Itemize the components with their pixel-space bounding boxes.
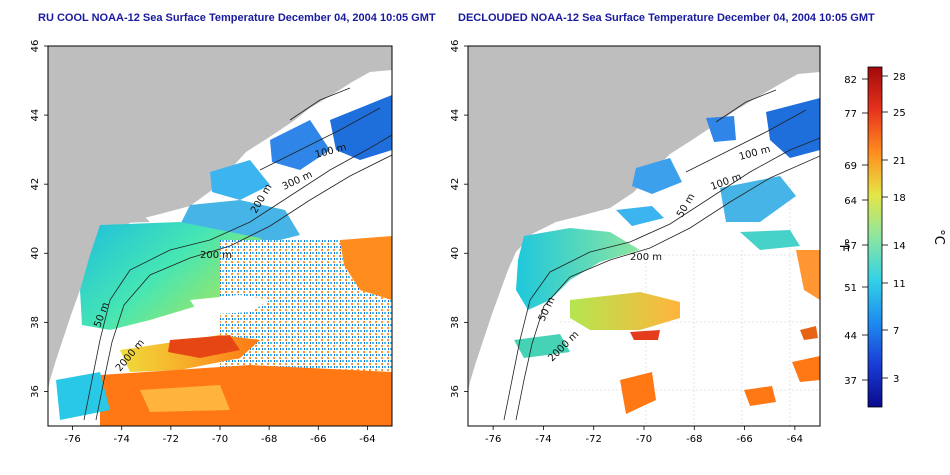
left-sst-map: 100 m 300 m 200 m 200 m 50 m 2000 m -76-… bbox=[30, 40, 393, 445]
x-tick-label: -64 bbox=[787, 434, 803, 445]
c-tick-label: 25 bbox=[893, 108, 906, 119]
y-tick-label: 42 bbox=[30, 178, 41, 191]
c-tick-label: 18 bbox=[893, 193, 906, 204]
land-mass bbox=[48, 46, 392, 390]
celsius-label: °C bbox=[931, 229, 946, 245]
f-tick-label: 44 bbox=[844, 331, 857, 342]
c-tick-label: 21 bbox=[893, 156, 906, 167]
x-tick-label: -72 bbox=[586, 434, 602, 445]
y-tick-label: 46 bbox=[450, 40, 461, 53]
y-tick-label: 40 bbox=[30, 247, 41, 260]
y-tick-label: 36 bbox=[450, 385, 461, 398]
f-tick-label: 82 bbox=[844, 75, 857, 86]
c-tick-label: 11 bbox=[893, 279, 906, 290]
x-tick-label: -70 bbox=[636, 434, 652, 445]
y-tick-label: 44 bbox=[30, 109, 41, 122]
f-tick-label: 77 bbox=[844, 109, 857, 120]
x-tick-label: -74 bbox=[114, 434, 130, 445]
x-tick-label: -68 bbox=[261, 434, 277, 445]
x-tick-label: -72 bbox=[163, 434, 179, 445]
x-tick-label: -70 bbox=[212, 434, 228, 445]
fahrenheit-label: °F bbox=[840, 238, 850, 252]
f-tick-label: 64 bbox=[844, 196, 857, 207]
y-tick-label: 38 bbox=[30, 316, 41, 329]
colorbar: 82 77 69 64 57 51 44 37 28 25 21 18 14 11 7 3 °F °C bbox=[840, 66, 946, 408]
x-tick-label: -66 bbox=[736, 434, 752, 445]
f-tick-label: 37 bbox=[844, 376, 857, 387]
x-tick-label: -74 bbox=[535, 434, 551, 445]
y-tick-label: 42 bbox=[450, 178, 461, 191]
x-tick-label: -76 bbox=[64, 434, 80, 445]
colorbar-gradient bbox=[867, 66, 883, 408]
contour-label: 200 m bbox=[630, 252, 662, 263]
f-tick-label: 51 bbox=[844, 283, 857, 294]
y-tick-label: 40 bbox=[450, 247, 461, 260]
right-sst-map: 100 m 100 m 50 m 200 m 50 m 2000 m -76 -7… bbox=[450, 40, 821, 445]
f-tick-label: 69 bbox=[844, 161, 857, 172]
x-tick-label: -68 bbox=[686, 434, 702, 445]
left-map-title: RU COOL NOAA-12 Sea Surface Temperature … bbox=[38, 12, 436, 24]
f-tick-label: 57 bbox=[844, 241, 857, 252]
x-tick-label: -64 bbox=[359, 434, 375, 445]
y-tick-label: 46 bbox=[30, 40, 41, 53]
right-map-title: DECLOUDED NOAA-12 Sea Surface Temperatur… bbox=[458, 12, 875, 24]
c-tick-label: 28 bbox=[893, 72, 906, 83]
x-axis-ticks: -76 -74 -72 -70 -68 -66 -64 36 38 40 42 44 46 bbox=[30, 40, 376, 445]
x-tick-label: -76 bbox=[485, 434, 501, 445]
y-tick-label: 44 bbox=[450, 109, 461, 122]
contour-label: 200 m bbox=[200, 250, 232, 261]
c-tick-label: 7 bbox=[893, 326, 899, 337]
y-tick-label: 38 bbox=[450, 316, 461, 329]
c-tick-label: 14 bbox=[893, 241, 906, 252]
c-tick-label: 3 bbox=[893, 374, 899, 385]
land-mass bbox=[468, 46, 820, 392]
y-tick-label: 36 bbox=[30, 385, 41, 398]
x-tick-label: -66 bbox=[310, 434, 326, 445]
